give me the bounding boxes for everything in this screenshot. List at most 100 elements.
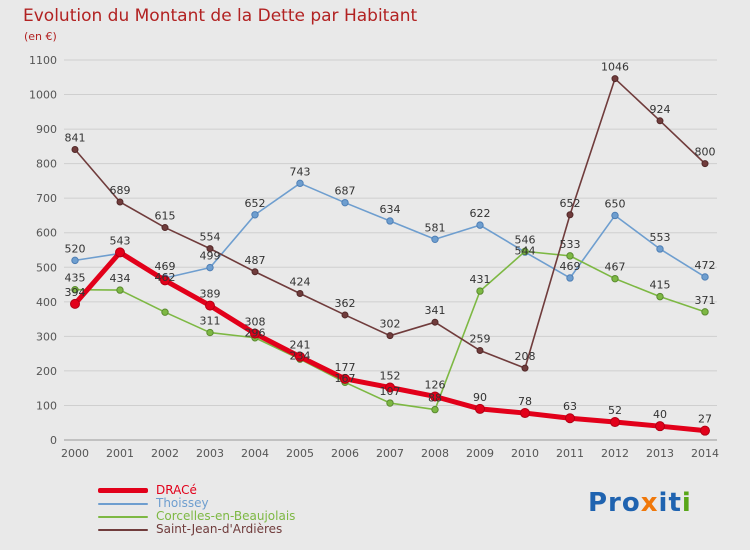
svg-text:543: 543 [110, 234, 131, 247]
svg-text:700: 700 [36, 192, 57, 205]
legend-item: Saint-Jean-d'Ardières [98, 523, 295, 536]
svg-text:2009: 2009 [466, 447, 494, 460]
svg-text:78: 78 [518, 395, 532, 408]
svg-text:152: 152 [380, 369, 401, 382]
svg-text:615: 615 [155, 210, 176, 223]
svg-text:581: 581 [425, 221, 446, 234]
svg-text:553: 553 [650, 231, 671, 244]
legend-label: Thoissey [156, 496, 209, 510]
svg-text:234: 234 [290, 350, 311, 363]
svg-text:394: 394 [65, 286, 86, 299]
svg-text:546: 546 [515, 233, 536, 246]
legend-item: DRACé [98, 484, 295, 497]
svg-text:544: 544 [515, 244, 536, 257]
svg-text:520: 520 [65, 242, 86, 255]
svg-text:300: 300 [36, 330, 57, 343]
svg-text:469: 469 [155, 260, 176, 273]
legend-label: Saint-Jean-d'Ardières [156, 522, 283, 536]
svg-text:499: 499 [200, 250, 221, 263]
svg-text:687: 687 [335, 185, 356, 198]
svg-text:800: 800 [695, 146, 716, 159]
svg-text:0: 0 [50, 434, 57, 447]
logo-letter: x [640, 488, 659, 518]
svg-text:469: 469 [560, 260, 581, 273]
svg-text:2003: 2003 [196, 447, 224, 460]
svg-text:100: 100 [36, 399, 57, 412]
legend-label: Corcelles-en-Beaujolais [156, 509, 296, 523]
svg-text:2001: 2001 [106, 447, 134, 460]
svg-text:2008: 2008 [421, 447, 449, 460]
svg-text:2013: 2013 [646, 447, 674, 460]
legend-line-swatch [98, 488, 148, 493]
svg-text:167: 167 [335, 372, 356, 385]
svg-text:554: 554 [200, 231, 221, 244]
svg-text:107: 107 [380, 385, 401, 398]
svg-text:241: 241 [290, 339, 311, 352]
svg-text:200: 200 [36, 365, 57, 378]
page-title: Evolution du Montant de la Dette par Hab… [23, 6, 418, 26]
svg-text:362: 362 [335, 297, 356, 310]
svg-text:650: 650 [605, 197, 626, 210]
svg-text:800: 800 [36, 158, 57, 171]
svg-text:2002: 2002 [151, 447, 179, 460]
svg-text:308: 308 [245, 316, 266, 329]
svg-text:88: 88 [428, 392, 442, 405]
chart-legend: DRACé Thoissey Corcelles-en-Beaujolais Sain… [98, 484, 295, 536]
svg-text:1046: 1046 [601, 61, 629, 74]
svg-text:341: 341 [425, 304, 446, 317]
svg-text:434: 434 [110, 272, 131, 285]
svg-text:1100: 1100 [29, 54, 57, 67]
logo-letter: i [658, 488, 669, 518]
svg-text:2011: 2011 [556, 447, 584, 460]
svg-text:500: 500 [36, 261, 57, 274]
svg-text:27: 27 [698, 413, 712, 426]
svg-text:40: 40 [653, 408, 667, 421]
svg-text:689: 689 [110, 184, 131, 197]
legend-line-swatch [98, 502, 148, 505]
svg-text:841: 841 [65, 131, 86, 144]
svg-text:63: 63 [563, 400, 577, 413]
svg-text:259: 259 [470, 333, 491, 346]
svg-text:389: 389 [200, 288, 221, 301]
svg-text:2010: 2010 [511, 447, 539, 460]
svg-text:296: 296 [245, 327, 266, 340]
svg-text:90: 90 [473, 391, 487, 404]
svg-text:924: 924 [650, 103, 671, 116]
svg-text:2012: 2012 [601, 447, 629, 460]
svg-text:652: 652 [245, 197, 266, 210]
svg-text:622: 622 [470, 207, 491, 220]
svg-text:371: 371 [695, 294, 716, 307]
legend-item: Corcelles-en-Beaujolais [98, 510, 295, 523]
svg-text:2006: 2006 [331, 447, 359, 460]
svg-text:52: 52 [608, 404, 622, 417]
svg-text:435: 435 [65, 272, 86, 285]
svg-text:2007: 2007 [376, 447, 404, 460]
svg-text:424: 424 [290, 276, 311, 289]
svg-text:2004: 2004 [241, 447, 269, 460]
page-subtitle: (en €) [24, 30, 57, 43]
svg-text:311: 311 [200, 315, 221, 328]
logo-letter: Pro [588, 488, 641, 518]
svg-text:2005: 2005 [286, 447, 314, 460]
svg-text:487: 487 [245, 254, 266, 267]
svg-text:177: 177 [335, 361, 356, 374]
logo-letter: t [668, 488, 682, 518]
legend-line-swatch [98, 515, 148, 518]
proxiti-logo: Proxiti [588, 488, 692, 518]
svg-text:900: 900 [36, 123, 57, 136]
svg-text:431: 431 [470, 273, 491, 286]
legend-line-swatch [98, 528, 148, 531]
legend-item: Thoissey [98, 497, 295, 510]
svg-text:743: 743 [290, 165, 311, 178]
svg-text:208: 208 [515, 350, 536, 363]
svg-text:400: 400 [36, 296, 57, 309]
svg-text:600: 600 [36, 227, 57, 240]
logo-letter: i [681, 488, 692, 518]
legend-label: DRACé [156, 483, 197, 497]
svg-text:1000: 1000 [29, 89, 57, 102]
svg-text:2014: 2014 [691, 447, 719, 460]
svg-text:302: 302 [380, 318, 401, 331]
svg-text:652: 652 [560, 197, 581, 210]
